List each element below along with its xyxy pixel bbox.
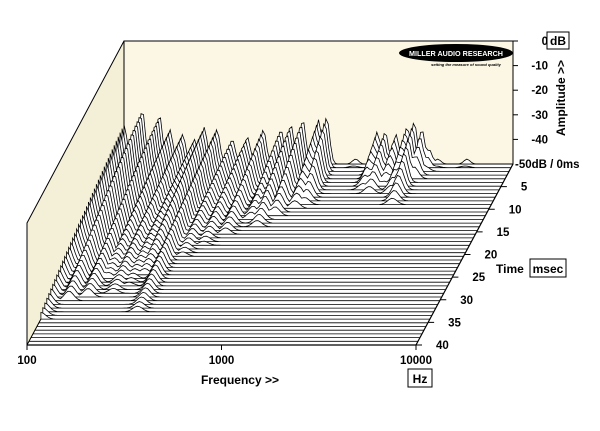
frequency-unit-box xyxy=(407,368,433,388)
waterfall-slice xyxy=(48,292,438,305)
waterfall-slice xyxy=(76,224,466,254)
waterfall-slice xyxy=(80,214,470,246)
waterfall-slice xyxy=(107,147,498,194)
time-tick-label: 10 xyxy=(509,204,522,216)
frequency-ticks: 100 1000 10000 xyxy=(17,345,432,367)
time-tick-label: 15 xyxy=(497,227,510,239)
frequency-unit: Hz xyxy=(413,372,428,386)
waterfall-slice xyxy=(60,264,450,283)
amplitude-tick-label: -20 xyxy=(531,85,548,97)
time-tick-label: 5 xyxy=(521,182,528,194)
waterfall-slice xyxy=(88,194,478,231)
waterfall-slice xyxy=(109,143,500,191)
time-tick-label: 30 xyxy=(460,295,473,307)
waterfall-slice xyxy=(105,152,496,198)
waterfall-slice xyxy=(46,297,436,309)
amplitude-bottom-label: -50dB / 0ms xyxy=(515,159,580,171)
waterfall-slice xyxy=(64,254,454,276)
amplitude-tick-label: -30 xyxy=(531,110,548,122)
amplitude-ticks: 0 -10 -20 -30 -40 xyxy=(513,36,548,146)
waterfall-slice xyxy=(82,209,472,242)
waterfall-slice xyxy=(56,274,446,290)
frequency-tick-label: 100 xyxy=(17,355,36,367)
waterfall-slice xyxy=(58,269,448,287)
time-tick-label: 40 xyxy=(436,340,449,352)
time-tick-label: 20 xyxy=(485,250,498,262)
waterfall-slice xyxy=(78,219,468,250)
waterfall-slice xyxy=(66,249,456,272)
waterfall-slice xyxy=(70,239,460,265)
waterfall-slice xyxy=(52,283,442,298)
waterfall-slice xyxy=(74,229,464,257)
waterfall-slice xyxy=(86,199,476,235)
frequency-tick-label: 1000 xyxy=(209,355,235,367)
amplitude-tick-label: -10 xyxy=(531,61,548,73)
brand-logo-text: MILLER AUDIO RESEARCH xyxy=(409,49,503,58)
waterfall-slice xyxy=(93,180,484,220)
brand-logo-tagline: setting the measure of sound quality xyxy=(431,62,502,67)
waterfall-slice xyxy=(50,288,440,302)
waterfall-slice xyxy=(42,307,432,316)
waterfall-slice xyxy=(101,161,492,205)
waterfall-slice xyxy=(68,244,458,268)
amplitude-axis-label: Amplitude >> xyxy=(554,60,568,136)
time-tick-label: 35 xyxy=(448,317,461,329)
waterfall-slice xyxy=(84,204,474,239)
waterfall-slice xyxy=(91,185,482,224)
waterfall-slice xyxy=(97,171,488,213)
waterfall-slices xyxy=(27,113,513,346)
amplitude-unit: dB xyxy=(550,34,566,48)
time-axis-label: Time xyxy=(496,262,524,276)
waterfall-slice xyxy=(72,234,462,261)
amplitude-tick-label: 0 xyxy=(542,36,548,48)
waterfall-slice xyxy=(62,259,452,279)
time-tick-label: 25 xyxy=(472,272,485,284)
waterfall-slice xyxy=(99,166,490,209)
frequency-axis-label: Frequency >> xyxy=(201,373,279,387)
time-unit-box xyxy=(529,258,567,278)
waterfall-slice xyxy=(89,190,480,228)
waterfall-slice xyxy=(103,156,494,202)
waterfall-slice xyxy=(44,302,434,313)
waterfall-slice xyxy=(54,278,444,294)
frequency-tick-label: 10000 xyxy=(400,355,432,367)
amplitude-tick-label: -40 xyxy=(531,134,548,146)
waterfall-slice xyxy=(95,175,486,217)
waterfall-slice xyxy=(40,311,430,320)
amplitude-unit-box xyxy=(546,31,570,50)
time-unit: msec xyxy=(533,262,564,276)
brand-logo: MILLER AUDIO RESEARCH setting the measur… xyxy=(399,44,513,67)
